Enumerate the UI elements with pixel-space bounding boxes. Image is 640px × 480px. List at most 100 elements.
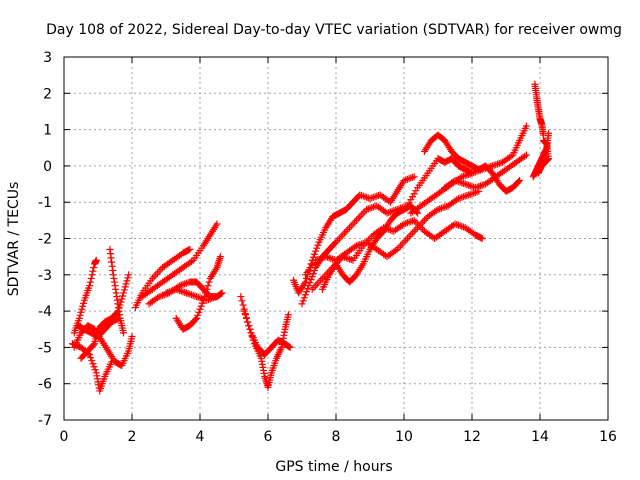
y-tick-label: 0 — [43, 159, 52, 175]
data-point — [317, 254, 325, 262]
data-point — [349, 220, 357, 228]
data-point — [196, 305, 204, 313]
data-point — [197, 302, 205, 310]
data-point — [241, 311, 249, 319]
data-point — [313, 256, 321, 264]
data-point — [89, 341, 97, 349]
data-point — [194, 311, 202, 319]
data-point — [213, 293, 221, 301]
data-point — [453, 221, 461, 229]
data-point — [412, 218, 420, 226]
series-track-f — [74, 314, 122, 341]
chart-title: Day 108 of 2022, Sidereal Day-to-day VTE… — [46, 22, 622, 38]
data-point — [189, 291, 197, 299]
data-point — [303, 274, 311, 282]
data-point — [407, 174, 415, 182]
data-point — [155, 293, 163, 301]
data-point — [347, 256, 355, 264]
data-point — [539, 136, 547, 144]
data-point — [398, 240, 406, 248]
series-track-a — [70, 256, 100, 337]
data-point — [310, 267, 318, 275]
data-point — [125, 271, 133, 279]
data-point — [86, 278, 94, 286]
data-point — [307, 276, 315, 284]
data-point — [460, 179, 467, 187]
x-tick-label: 12 — [463, 429, 481, 445]
series-track-q — [308, 216, 486, 293]
y-tick-label: 2 — [43, 86, 52, 102]
plot-frame — [63, 56, 609, 421]
data-point — [181, 288, 189, 296]
data-point — [174, 286, 182, 294]
data-point — [164, 288, 172, 296]
data-point — [400, 176, 408, 184]
data-point — [301, 291, 309, 299]
data-point — [361, 240, 369, 248]
series-track-n — [290, 173, 418, 297]
data-point — [284, 311, 292, 319]
data-point — [412, 187, 420, 195]
data-point — [465, 170, 473, 178]
data-point — [363, 205, 371, 213]
data-point — [211, 293, 219, 301]
data-point — [410, 190, 418, 198]
data-point — [176, 287, 184, 295]
data-point — [299, 297, 307, 305]
data-point — [167, 287, 175, 295]
data-point — [405, 175, 413, 183]
x-axis-label: GPS time / hours — [275, 459, 392, 475]
data-point — [410, 227, 418, 235]
data-point — [461, 180, 469, 188]
x-tick-label: 6 — [264, 429, 273, 445]
data-point — [246, 325, 254, 333]
series-track-r — [318, 202, 422, 293]
series-track-k — [162, 285, 221, 304]
data-point — [454, 178, 462, 186]
data-point — [458, 193, 466, 201]
data-point — [305, 282, 313, 290]
data-point — [312, 256, 320, 264]
x-tick-label: 8 — [332, 429, 341, 445]
data-point — [409, 173, 416, 181]
data-point — [522, 151, 530, 159]
data-point — [198, 294, 206, 302]
data-point — [409, 229, 416, 237]
data-point — [366, 204, 374, 212]
data-point — [470, 189, 478, 197]
data-point — [204, 282, 212, 290]
data-point — [88, 357, 96, 365]
data-point — [119, 292, 127, 300]
data-point — [366, 195, 374, 203]
data-point — [242, 314, 250, 322]
data-point — [516, 176, 524, 184]
data-point — [368, 194, 376, 202]
data-point — [240, 307, 248, 315]
data-point — [191, 292, 199, 300]
data-point — [244, 318, 252, 326]
series-track-m — [240, 307, 294, 359]
data-point — [285, 343, 293, 351]
data-point — [87, 354, 95, 362]
data-point — [313, 244, 321, 252]
data-point — [369, 193, 377, 201]
data-point — [210, 294, 218, 302]
data-point — [545, 129, 552, 137]
data-point — [375, 192, 382, 200]
data-point — [217, 290, 225, 298]
grid — [64, 57, 608, 420]
data-point — [358, 192, 365, 200]
data-point — [310, 284, 318, 292]
data-point — [123, 277, 131, 285]
data-point — [315, 255, 323, 263]
data-point — [165, 288, 173, 296]
data-point — [346, 255, 354, 263]
data-point — [403, 219, 411, 227]
data-point — [152, 271, 160, 279]
y-tick-label: -7 — [38, 413, 52, 429]
data-point — [465, 181, 473, 189]
series-track-h — [138, 220, 221, 301]
data-point — [402, 219, 410, 227]
data-point — [80, 299, 88, 307]
data-point — [172, 285, 180, 293]
